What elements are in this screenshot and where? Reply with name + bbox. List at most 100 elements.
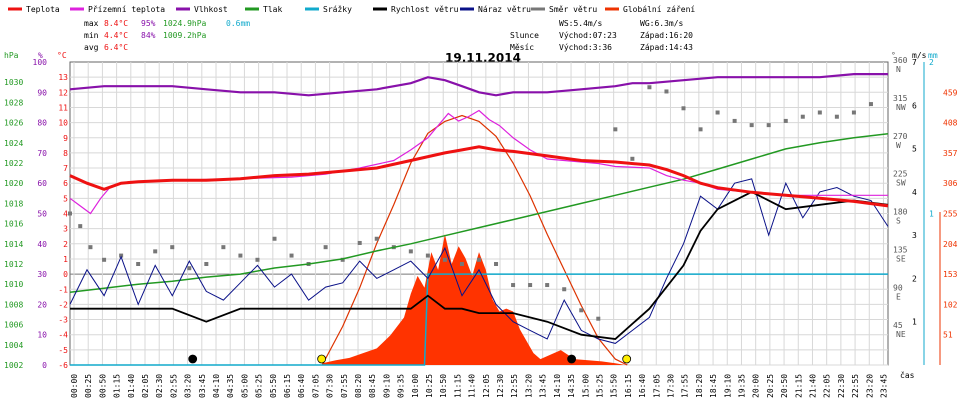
axis-x-tick-18: 07:30 [326, 374, 335, 398]
axis-mm-unit: mm [928, 51, 938, 60]
axis-hpa-tick-10: 1022 [4, 159, 23, 168]
series-wind-direction-point-48 [868, 102, 873, 107]
series-wind-direction-point-8 [187, 266, 192, 271]
stat-max-rain: 0.6mm [226, 19, 250, 28]
series-wind-direction-point-37 [681, 106, 686, 111]
axis-hpa-tick-2: 1006 [4, 321, 23, 330]
axis-pct-tick-10: 100 [33, 58, 48, 67]
axis-temp-tick-2: -4 [58, 331, 68, 340]
axis-x-tick-44: 18:20 [695, 374, 704, 398]
axis-x-tick-10: 04:10 [212, 374, 221, 398]
axis-wm2-tick-4: 255 [943, 210, 958, 219]
axis-hpa-unit: hPa [4, 51, 19, 60]
series-wind-direction-point-29 [545, 283, 550, 288]
series-rain [70, 273, 888, 366]
axis-ms-tick-1: 2 [912, 274, 917, 283]
axis-hpa-tick-5: 1012 [4, 260, 23, 269]
axis-wm2-tick-2: 153 [943, 270, 958, 279]
axis-x-tick-19: 07:55 [340, 374, 349, 398]
sun-set: Západ:16:20 [640, 31, 693, 40]
axis-x-tick-2: 00:50 [98, 374, 107, 398]
axis-temp-tick-19: 13 [58, 73, 68, 82]
axis-hpa-tick-3: 1008 [4, 300, 23, 309]
series-wind-direction-point-5 [136, 262, 141, 266]
axis-x-tick-26: 10:50 [439, 374, 448, 398]
series-wind-direction-point-30 [562, 287, 567, 292]
legend-label-1: Přízemní teplota [88, 5, 165, 14]
axis-hpa-tick-14: 1030 [4, 78, 23, 87]
series-wind-direction-point-35 [647, 85, 652, 90]
axis-x-tick-8: 03:20 [184, 374, 193, 398]
axis-temp-tick-7: 1 [63, 255, 68, 264]
series-wind-gust [69, 178, 889, 344]
axis-dir-tick-4: 225 [893, 170, 908, 179]
axis-x-tick-54: 22:30 [837, 374, 846, 398]
series-wind-direction-point-14 [289, 253, 294, 258]
stat-max-temp: 8.4°C [104, 19, 128, 28]
series-wind-direction-point-9 [204, 262, 209, 266]
axis-dir-tick-1: 90 [893, 283, 903, 292]
stats-panel: max 8.4°C 95% 1024.9hPa 0.6mm min 4.4°C … [84, 19, 250, 52]
series-wind-direction-point-46 [834, 114, 839, 119]
series-humidity [69, 73, 888, 97]
axis-hpa-tick-6: 1014 [4, 240, 23, 249]
moon-label: Měsíc [510, 43, 534, 52]
stat-max-press: 1024.9hPa [163, 19, 207, 28]
moon-set: Západ:14:43 [640, 43, 693, 52]
axis-pct-tick-9: 90 [37, 88, 47, 97]
axis-wm2-tick-8: 459 [943, 88, 958, 97]
axis-pct-tick-0: 0 [42, 361, 47, 370]
axis-x-tick-24: 10:00 [411, 374, 420, 398]
legend-label-2: Vlhkost [194, 5, 228, 14]
axis-wm2-tick-1: 102 [943, 300, 958, 309]
axis-mm-tick-0: 1 [929, 210, 934, 219]
moon-rise: Východ:3:36 [559, 43, 612, 52]
axis-dir-tick-6: 315 [893, 94, 908, 103]
axes: hPa% °C1002100410061008101010121014101610… [4, 51, 958, 398]
axis-x-tick-7: 02:55 [169, 374, 178, 398]
marker-sun-rise [317, 354, 327, 364]
axis-x-tick-36: 15:00 [581, 374, 590, 398]
axis-x-tick-16: 06:40 [297, 374, 306, 398]
axis-dir-unit: ° [891, 51, 896, 60]
axis-x-tick-6: 02:30 [155, 374, 164, 398]
series-wind-direction-point-33 [613, 127, 618, 132]
series-wind-direction-point-27 [511, 283, 516, 288]
series-wind-direction-point-6 [153, 249, 158, 254]
axis-dir-tick-5: 270 [893, 132, 908, 141]
series-wind-direction-point-31 [579, 308, 584, 313]
stat-min-press: 1009.2hPa [163, 31, 207, 40]
legend-label-7: Směr větru [549, 5, 597, 14]
series-wind-direction-point-23 [442, 257, 447, 262]
axis-pct-tick-6: 60 [37, 179, 47, 188]
axis-x-tick-52: 21:40 [808, 374, 817, 398]
axis-hpa-tick-9: 1020 [4, 179, 23, 188]
axis-pct-tick-2: 20 [37, 300, 47, 309]
axis-x-tick-3: 01:15 [113, 374, 122, 398]
series-solar-radiation [322, 234, 626, 365]
series-wind-direction-point-22 [425, 253, 430, 258]
marker-moon-set [567, 354, 577, 364]
axis-time-label: čas [900, 370, 915, 380]
axis-temp-tick-9: 3 [63, 225, 68, 234]
axis-x-tick-45: 18:45 [709, 374, 718, 398]
axis-x-tick-20: 08:20 [354, 374, 363, 398]
axis-pct-unit: % [38, 51, 43, 60]
axis-ms-tick-6: 7 [912, 58, 917, 67]
stat-min-label: min [84, 31, 99, 40]
axis-temp-tick-18: 12 [58, 88, 68, 97]
stat-min-temp: 4.4°C [104, 31, 128, 40]
axis-ms-tick-3: 4 [912, 188, 917, 197]
axis-x-tick-42: 17:30 [666, 374, 675, 398]
axis-x-tick-9: 03:45 [198, 374, 207, 398]
axis-mm-tick-1: 2 [929, 58, 934, 67]
axis-x-tick-27: 11:15 [453, 374, 462, 398]
axis-ms-tick-4: 5 [912, 145, 917, 154]
series-wind-direction-point-26 [494, 262, 499, 266]
axis-x-tick-39: 16:15 [624, 374, 633, 398]
series-wind-direction-point-36 [664, 89, 669, 94]
axis-temp-tick-3: -3 [58, 316, 68, 325]
axis-x-tick-35: 14:35 [567, 374, 576, 398]
axis-x-tick-4: 01:40 [127, 374, 136, 398]
